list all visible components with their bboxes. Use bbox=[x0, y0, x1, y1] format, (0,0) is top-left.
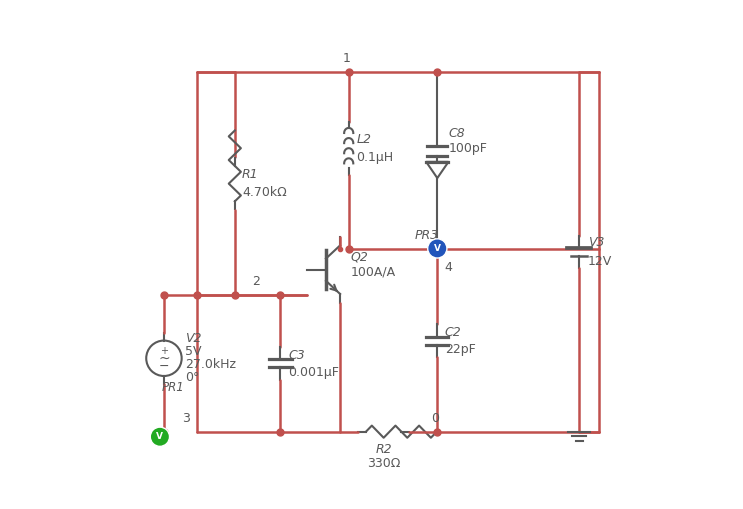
Text: V2: V2 bbox=[185, 331, 201, 345]
Text: C8: C8 bbox=[449, 127, 465, 139]
Text: R2: R2 bbox=[375, 443, 392, 457]
Circle shape bbox=[150, 427, 169, 446]
Text: 0.001μF: 0.001μF bbox=[288, 366, 339, 379]
Text: 22pF: 22pF bbox=[445, 343, 476, 356]
Text: 100A/A: 100A/A bbox=[350, 266, 395, 279]
Text: V: V bbox=[156, 432, 163, 441]
Text: +: + bbox=[160, 346, 168, 356]
Text: C2: C2 bbox=[445, 326, 461, 340]
Text: PR1: PR1 bbox=[161, 381, 184, 394]
Text: 0.1μH: 0.1μH bbox=[357, 151, 394, 164]
Text: 1: 1 bbox=[343, 52, 350, 65]
Text: 5V: 5V bbox=[185, 345, 201, 358]
Text: 0: 0 bbox=[431, 412, 439, 425]
Text: C3: C3 bbox=[288, 349, 305, 362]
Text: 100pF: 100pF bbox=[449, 142, 487, 155]
Text: 3: 3 bbox=[182, 412, 189, 425]
Text: 12V: 12V bbox=[588, 254, 612, 268]
Text: 4.70kΩ: 4.70kΩ bbox=[242, 186, 287, 199]
Text: R1: R1 bbox=[242, 168, 259, 181]
Text: PR3: PR3 bbox=[415, 229, 438, 242]
Text: −: − bbox=[159, 360, 169, 374]
Text: V: V bbox=[434, 244, 441, 253]
Text: 330Ω: 330Ω bbox=[367, 457, 400, 470]
Circle shape bbox=[428, 239, 447, 258]
Text: L2: L2 bbox=[357, 132, 372, 146]
Text: 4: 4 bbox=[444, 261, 452, 273]
Text: ~: ~ bbox=[158, 352, 169, 366]
Text: 2: 2 bbox=[253, 275, 260, 288]
Text: Q2: Q2 bbox=[350, 250, 368, 264]
Text: V3: V3 bbox=[588, 236, 605, 249]
Text: 0°: 0° bbox=[185, 371, 200, 384]
Text: 27.0kHz: 27.0kHz bbox=[185, 358, 236, 371]
